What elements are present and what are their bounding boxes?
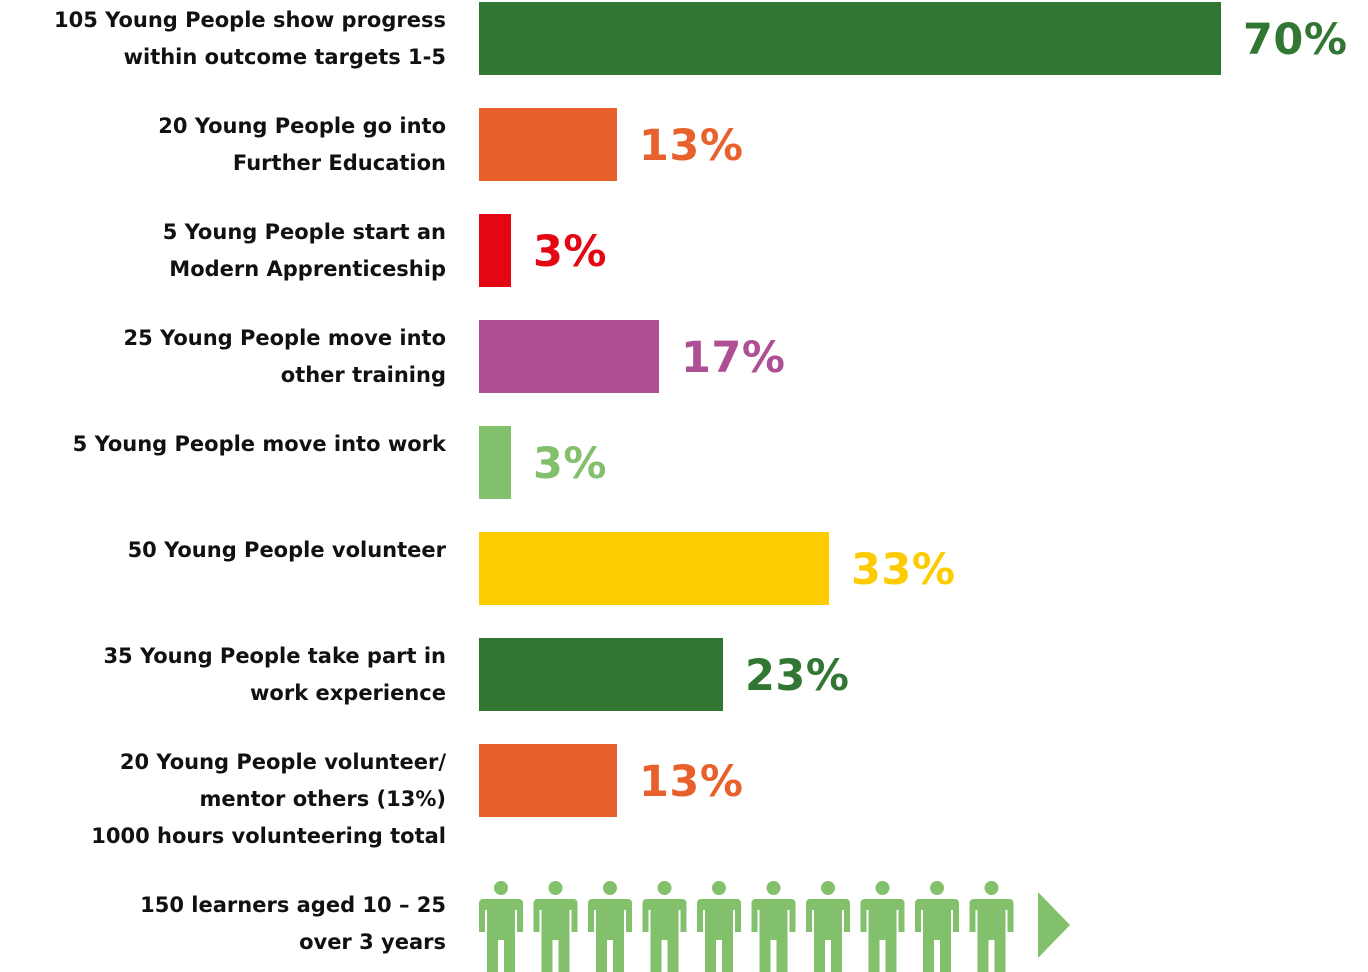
bar (479, 214, 511, 287)
category-label: 105 Young People show progress within ou… (54, 8, 446, 69)
value-label: 23% (745, 651, 850, 701)
person-icon (860, 881, 905, 972)
category-label: 25 Young People move into other training (123, 326, 447, 387)
person-icon (588, 881, 632, 972)
category-label: 35 Young People take part in work experi… (103, 644, 446, 705)
value-label: 3% (533, 227, 608, 277)
bar (479, 532, 829, 605)
category-label: 20 Young People volunteer/ mentor others… (91, 750, 446, 848)
category-label: 50 Young People volunteer (127, 538, 446, 562)
footer-label: 150 learners aged 10 – 25 over 3 years (140, 893, 446, 954)
person-icon (697, 881, 741, 972)
person-icon (479, 881, 523, 972)
bar (479, 638, 723, 711)
people-pictogram (479, 881, 1070, 972)
person-icon (533, 881, 578, 972)
bar (479, 744, 617, 817)
bar (479, 320, 659, 393)
value-label: 70% (1243, 15, 1348, 65)
value-label: 17% (681, 333, 786, 383)
category-label: 5 Young People move into work (72, 432, 446, 456)
category-label: 5 Young People start an Modern Apprentic… (162, 220, 446, 281)
person-icon (969, 881, 1014, 972)
value-label: 3% (533, 439, 608, 489)
value-label: 33% (851, 545, 956, 595)
play-arrow-icon (1038, 892, 1070, 958)
value-label: 13% (639, 121, 744, 171)
person-icon (915, 881, 959, 972)
value-label: 13% (639, 757, 744, 807)
bar (479, 426, 511, 499)
category-label: 20 Young People go into Further Educatio… (158, 114, 446, 175)
person-icon (642, 881, 687, 972)
person-icon (806, 881, 850, 972)
bar (479, 2, 1221, 75)
person-icon (751, 881, 796, 972)
bar (479, 108, 617, 181)
